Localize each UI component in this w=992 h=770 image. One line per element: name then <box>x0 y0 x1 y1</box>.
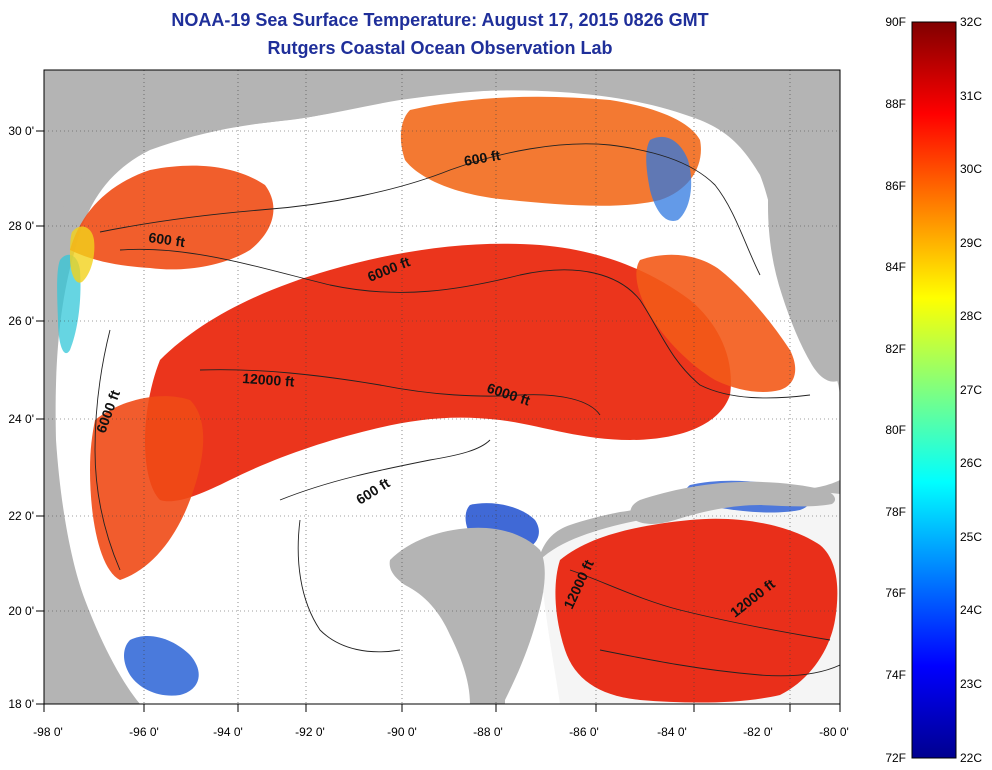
celsius-label: 27C <box>960 383 982 397</box>
temperature-colorbar <box>911 21 957 759</box>
lon-tick-label: -92 0' <box>295 725 325 739</box>
map-subtitle: Rutgers Coastal Ocean Observation Lab <box>267 38 613 58</box>
celsius-label: 25C <box>960 530 982 544</box>
celsius-label: 31C <box>960 89 982 103</box>
contour-600ft-campeche <box>279 439 491 501</box>
lon-tick-label: -96 0' <box>129 725 159 739</box>
sst-hot-central <box>145 243 731 502</box>
contour-caribbean-south <box>599 649 840 677</box>
contour-label: 12000 ft <box>242 370 295 390</box>
celsius-label: 28C <box>960 309 982 323</box>
lon-tick-label: -82 0' <box>743 725 773 739</box>
lat-tick-label: 24 0' <box>8 412 34 426</box>
fahrenheit-label: 80F <box>885 423 906 437</box>
fahrenheit-label: 86F <box>885 179 906 193</box>
sst-hot-caribbean <box>555 518 838 703</box>
colorbar-fahrenheit-labels: 90F 88F 86F 84F 82F 80F 78F 76F 74F 72F <box>885 15 906 765</box>
lon-tick-label: -94 0' <box>213 725 243 739</box>
celsius-label: 32C <box>960 15 982 29</box>
colorbar-celsius-labels: 32C 31C 30C 29C 28C 27C 26C 25C 24C 23C … <box>960 15 982 765</box>
lat-tick-label: 22 0' <box>8 509 34 523</box>
sst-cool-florida-west <box>646 136 692 221</box>
graticule <box>44 70 840 704</box>
fahrenheit-label: 72F <box>885 751 906 765</box>
sst-warm-north <box>400 96 701 206</box>
lon-tick-label: -86 0' <box>569 725 599 739</box>
sst-cool-bay-of-campeche <box>124 635 199 696</box>
bathymetry-contours <box>94 143 840 677</box>
contour-12000ft <box>199 369 601 416</box>
contour-600ft-north <box>99 143 761 276</box>
contour-label: 600 ft <box>148 229 187 250</box>
map-ticks <box>36 130 841 712</box>
contour-caribbean-12000ft <box>569 569 831 641</box>
mexico-west-coast <box>44 285 135 704</box>
fahrenheit-label: 88F <box>885 97 906 111</box>
yucatan-peninsula <box>389 527 545 704</box>
cuba-island <box>630 481 836 524</box>
fahrenheit-label: 78F <box>885 505 906 519</box>
map-frame <box>43 69 841 705</box>
sst-warm-northwest <box>70 165 274 270</box>
fahrenheit-label: 74F <box>885 668 906 682</box>
fahrenheit-label: 82F <box>885 342 906 356</box>
contour-label: 600 ft <box>463 147 502 169</box>
sst-cyan-texas-coast <box>57 254 81 354</box>
map-title: NOAA-19 Sea Surface Temperature: August … <box>171 10 709 30</box>
lat-tick-label: 20 0' <box>8 604 34 618</box>
fahrenheit-label: 76F <box>885 586 906 600</box>
celsius-label: 30C <box>960 162 982 176</box>
lon-tick-label: -80 0' <box>819 725 849 739</box>
celsius-label: 24C <box>960 603 982 617</box>
lat-tick-label: 18 0' <box>8 697 34 711</box>
contour-6000ft-north <box>119 248 811 399</box>
celsius-label: 29C <box>960 236 982 250</box>
longitude-labels: -98 0' -96 0' -94 0' -92 0' -90 0' -88 0… <box>33 725 849 739</box>
lat-tick-label: 28 0' <box>8 219 34 233</box>
northern-gulf-coast <box>44 70 760 285</box>
map-area <box>44 70 840 704</box>
celsius-label: 22C <box>960 751 982 765</box>
celsius-label: 26C <box>960 456 982 470</box>
lon-tick-label: -84 0' <box>657 725 687 739</box>
contour-6000ft-west <box>94 329 121 571</box>
lon-tick-label: -90 0' <box>387 725 417 739</box>
lon-tick-label: -88 0' <box>473 725 503 739</box>
sst-yellow-northwest-rim <box>70 226 95 283</box>
lon-tick-label: -98 0' <box>33 725 63 739</box>
fahrenheit-label: 90F <box>885 15 906 29</box>
lat-tick-label: 26 0' <box>8 314 34 328</box>
fahrenheit-label: 84F <box>885 260 906 274</box>
latitude-labels: 30 0' 28 0' 26 0' 24 0' 22 0' 20 0' 18 0… <box>8 124 34 711</box>
lat-tick-label: 30 0' <box>8 124 34 138</box>
sst-warm-florida-straits <box>636 254 796 392</box>
contour-campeche-inner <box>297 519 401 653</box>
celsius-label: 23C <box>960 677 982 691</box>
sst-warm-southwest <box>90 396 204 580</box>
